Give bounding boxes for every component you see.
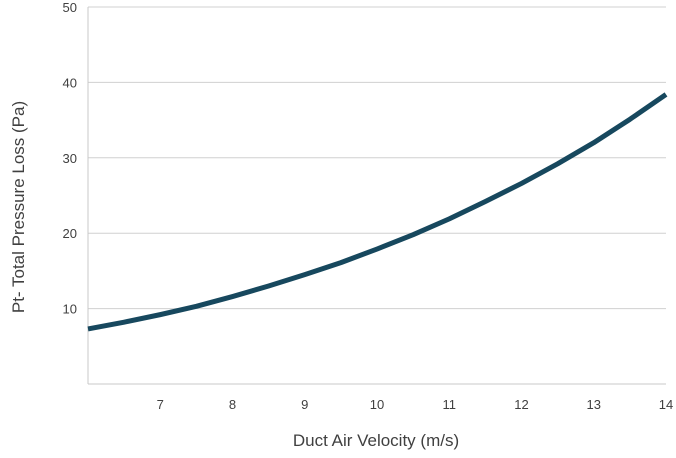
series-group [87,92,668,332]
x-tick-label: 10 [370,397,384,412]
x-tick-labels: 7 8 9 10 11 12 13 14 [157,397,674,412]
y-axis-title: Pt- Total Pressure Loss (Pa) [9,101,28,313]
x-tick-label: 7 [157,397,164,412]
y-tick-label: 40 [63,75,77,90]
x-axis-title: Duct Air Velocity (m/s) [293,431,459,450]
x-tick-label: 8 [229,397,236,412]
series-line-0 [87,92,668,332]
y-tick-label: 30 [63,151,77,166]
y-tick-label: 50 [63,0,77,15]
x-tick-label: 9 [301,397,308,412]
x-tick-label: 11 [443,397,457,412]
gridlines [88,6,666,310]
x-tick-label: 13 [587,397,601,412]
y-tick-label: 20 [63,226,77,241]
y-tick-labels: 10 20 30 40 50 [63,0,77,317]
x-tick-label: 14 [659,397,673,412]
axes [87,7,666,385]
y-tick-label: 10 [63,302,77,317]
x-tick-label: 12 [514,397,528,412]
